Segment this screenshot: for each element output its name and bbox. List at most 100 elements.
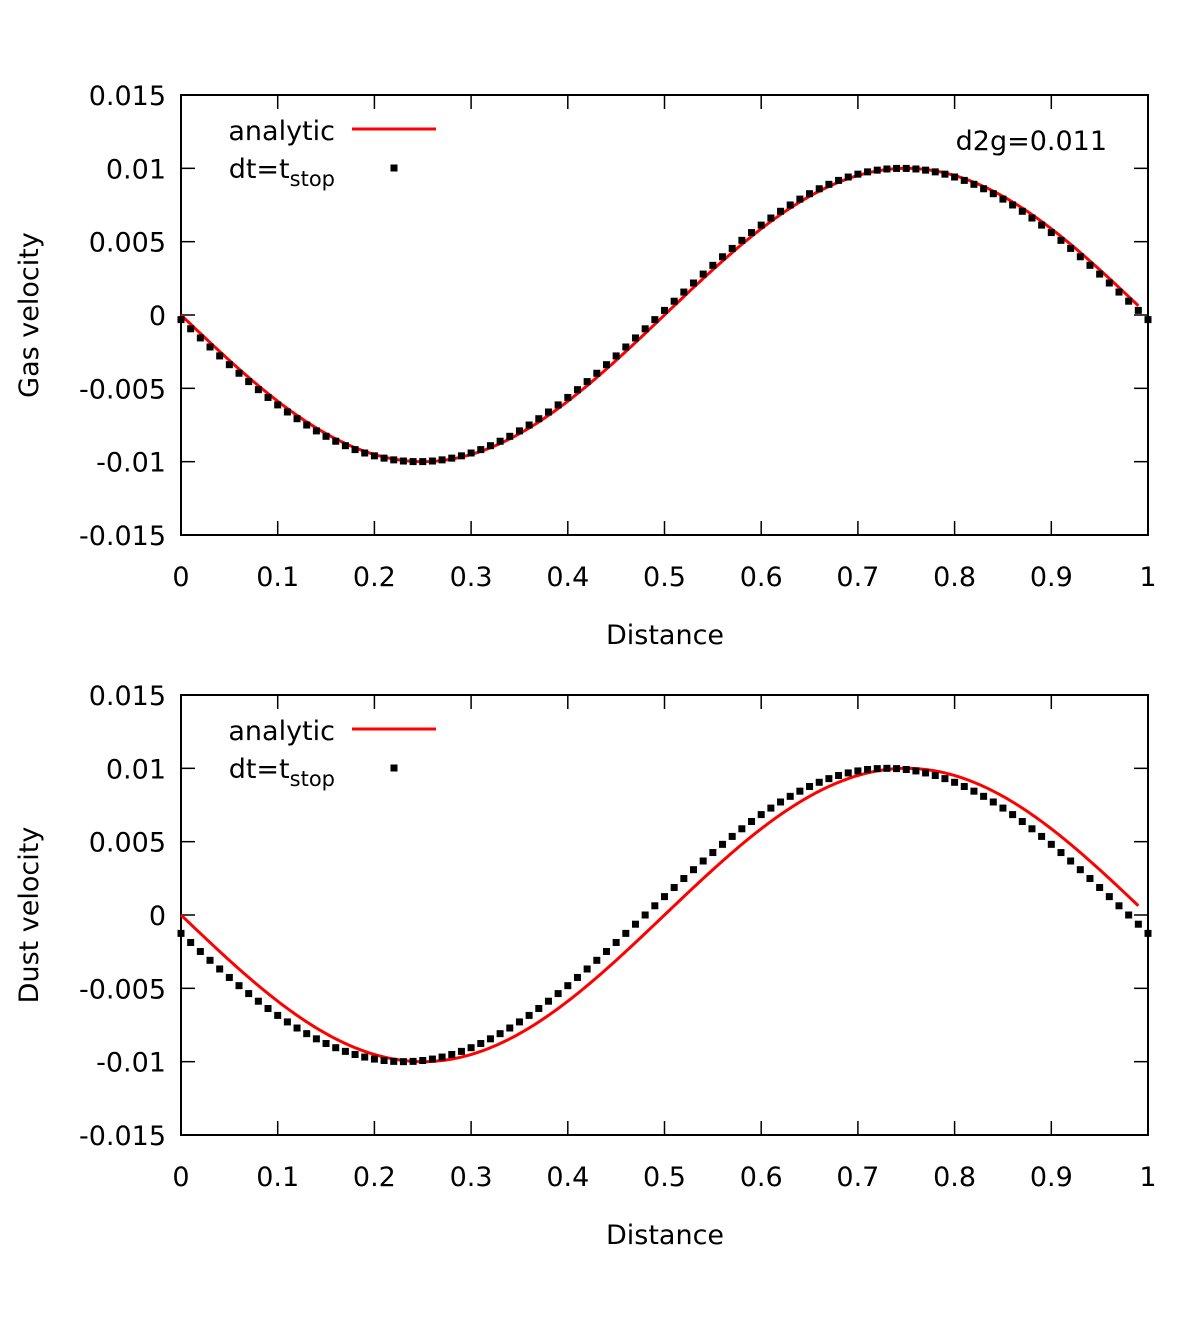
x-tick-label: 0.4 bbox=[546, 1162, 589, 1193]
data-point bbox=[1038, 832, 1046, 840]
y-tick-label: 0.015 bbox=[89, 681, 166, 712]
data-point bbox=[931, 168, 939, 176]
data-point bbox=[1028, 825, 1036, 833]
data-point bbox=[883, 165, 891, 173]
data-point bbox=[902, 765, 910, 773]
legend-swatch-point bbox=[390, 164, 398, 172]
x-tick-label: 0.6 bbox=[740, 1162, 783, 1193]
data-point bbox=[922, 166, 930, 174]
y-tick-label: -0.005 bbox=[79, 974, 166, 1005]
data-point bbox=[748, 818, 756, 826]
data-point bbox=[254, 997, 262, 1005]
data-point bbox=[873, 765, 881, 773]
data-point bbox=[738, 825, 746, 833]
top-panel: 0 0.1 0.2 0.3 0.4 0.5 0.6 0.7 0.8 0.9 1 -0.015 -0.01… bbox=[14, 81, 1157, 651]
data-point bbox=[235, 369, 243, 377]
data-point bbox=[1057, 236, 1065, 244]
data-point bbox=[361, 449, 369, 457]
data-point bbox=[322, 432, 330, 440]
data-point bbox=[409, 458, 417, 466]
data-point bbox=[767, 214, 775, 222]
data-point bbox=[786, 201, 794, 209]
x-tick-label: 0.1 bbox=[256, 1162, 299, 1193]
legend-label-dt: dt=tstop bbox=[229, 754, 335, 791]
x-tick-label: 0.5 bbox=[643, 562, 686, 593]
y-axis-title: Dust velocity bbox=[14, 827, 45, 1004]
data-point bbox=[448, 454, 456, 462]
data-point bbox=[264, 393, 272, 401]
data-point bbox=[1115, 902, 1123, 910]
data-point bbox=[651, 316, 659, 324]
data-point bbox=[719, 253, 727, 261]
data-point bbox=[225, 361, 233, 369]
data-point bbox=[341, 1047, 349, 1055]
data-point bbox=[477, 1040, 485, 1048]
data-point bbox=[622, 929, 630, 937]
data-point bbox=[448, 1050, 456, 1058]
x-tick-label: 1 bbox=[1139, 1162, 1156, 1193]
data-point bbox=[544, 997, 552, 1005]
data-point bbox=[506, 432, 514, 440]
data-point bbox=[496, 1030, 504, 1038]
data-point bbox=[216, 965, 224, 973]
data-point bbox=[1134, 306, 1142, 314]
data-point bbox=[235, 982, 243, 990]
data-point bbox=[1125, 297, 1133, 305]
data-point bbox=[196, 334, 204, 342]
data-point bbox=[419, 1057, 427, 1065]
x-tick-label: 0.1 bbox=[256, 562, 299, 593]
legend-label-sub: stop bbox=[290, 767, 335, 791]
x-tick-label: 0.4 bbox=[546, 562, 589, 593]
data-point bbox=[283, 1018, 291, 1026]
data-point bbox=[612, 938, 620, 946]
data-point bbox=[554, 401, 562, 409]
data-point bbox=[931, 772, 939, 780]
data-point bbox=[777, 798, 785, 806]
data-point bbox=[883, 764, 891, 772]
data-point bbox=[641, 911, 649, 919]
dt-points-series bbox=[177, 764, 1152, 1066]
data-point bbox=[709, 849, 717, 857]
x-tick-label: 0.6 bbox=[740, 562, 783, 593]
data-point bbox=[989, 190, 997, 198]
data-point bbox=[496, 437, 504, 445]
data-point bbox=[670, 297, 678, 305]
y-tick-label: 0 bbox=[149, 901, 166, 932]
data-point bbox=[960, 176, 968, 184]
data-point bbox=[844, 769, 852, 777]
data-point bbox=[1105, 893, 1113, 901]
data-point bbox=[690, 866, 698, 874]
data-point bbox=[767, 804, 775, 812]
data-point bbox=[515, 1018, 523, 1026]
data-point bbox=[806, 190, 814, 198]
x-tick-label: 0.9 bbox=[1030, 1162, 1073, 1193]
data-point bbox=[1067, 857, 1075, 865]
data-point bbox=[980, 185, 988, 193]
legend-label-sub: stop bbox=[290, 167, 335, 191]
data-point bbox=[651, 902, 659, 910]
bottom-panel: 0 0.1 0.2 0.3 0.4 0.5 0.6 0.7 0.8 0.9 1 -0.015 -0.01… bbox=[14, 681, 1157, 1251]
y-tick-label: -0.015 bbox=[79, 1121, 166, 1152]
data-point bbox=[1105, 279, 1113, 287]
y-axis-title: Gas velocity bbox=[14, 232, 45, 398]
data-point bbox=[312, 427, 320, 435]
analytic-line bbox=[179, 766, 1140, 1064]
data-point bbox=[525, 421, 533, 429]
y-tick-label: -0.01 bbox=[96, 448, 166, 479]
data-point bbox=[293, 1024, 301, 1032]
data-point bbox=[825, 775, 833, 783]
data-point bbox=[1096, 884, 1104, 892]
data-point bbox=[970, 180, 978, 188]
data-point bbox=[1144, 316, 1152, 324]
x-tick-label: 0.5 bbox=[643, 1162, 686, 1193]
data-point bbox=[951, 778, 959, 786]
data-point bbox=[699, 857, 707, 865]
data-point bbox=[564, 982, 572, 990]
x-tick-label: 0.8 bbox=[933, 1162, 976, 1193]
data-point bbox=[893, 765, 901, 773]
x-tick-label: 0.2 bbox=[353, 1162, 396, 1193]
data-point bbox=[535, 415, 543, 423]
data-point bbox=[428, 457, 436, 465]
data-point bbox=[1047, 840, 1055, 848]
